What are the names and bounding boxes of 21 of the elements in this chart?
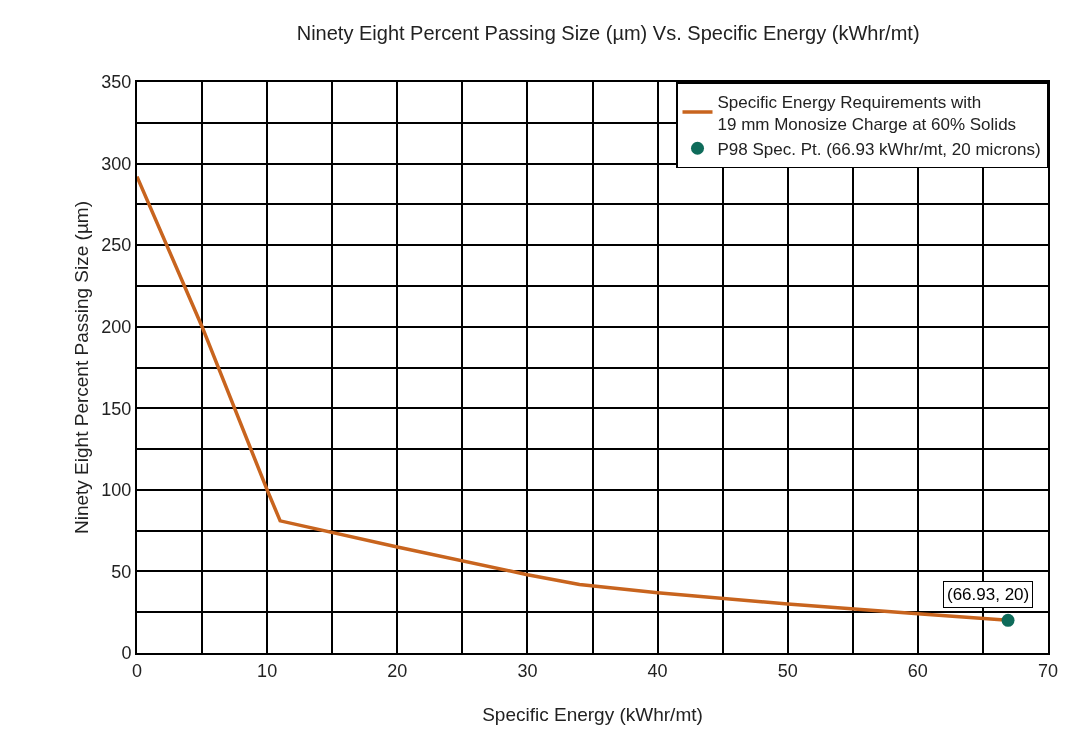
x-tick-label: 20 xyxy=(387,660,408,681)
y-axis-title: Ninety Eight Percent Passing Size (µm) xyxy=(71,200,92,535)
x-axis-title: Specific Energy (kWhr/mt) xyxy=(482,704,703,725)
legend-label: Specific Energy Requirements with 19 mm Monosize Charge at 60% Solids xyxy=(717,92,1017,134)
y-tick-label: 150 xyxy=(101,398,132,419)
y-tick-label: 100 xyxy=(101,480,132,501)
annotation: (66.93, 20) xyxy=(947,585,1030,604)
y-tick-label: 200 xyxy=(101,317,132,338)
x-tick-label: 10 xyxy=(257,660,278,681)
chart-title: Ninety Eight Percent Passing Size (µm) Vs. Specific Energy (kWhr/mt) xyxy=(296,22,920,45)
x-tick-label: 50 xyxy=(777,660,798,681)
legend-label: P98 Spec. Pt. (66.93 kWhr/mt, 20 microns) xyxy=(717,139,1041,159)
y-tick-label: 250 xyxy=(101,235,132,256)
y-tick-label: 50 xyxy=(111,561,132,582)
y-tick-label: 350 xyxy=(101,72,132,93)
y-tick-label: 300 xyxy=(101,153,132,174)
x-tick-label: 60 xyxy=(907,660,928,681)
x-tick-label: 40 xyxy=(647,660,668,681)
x-tick-label: 30 xyxy=(517,660,538,681)
y-tick-label: 0 xyxy=(121,643,132,664)
x-tick-label: 70 xyxy=(1037,660,1059,681)
